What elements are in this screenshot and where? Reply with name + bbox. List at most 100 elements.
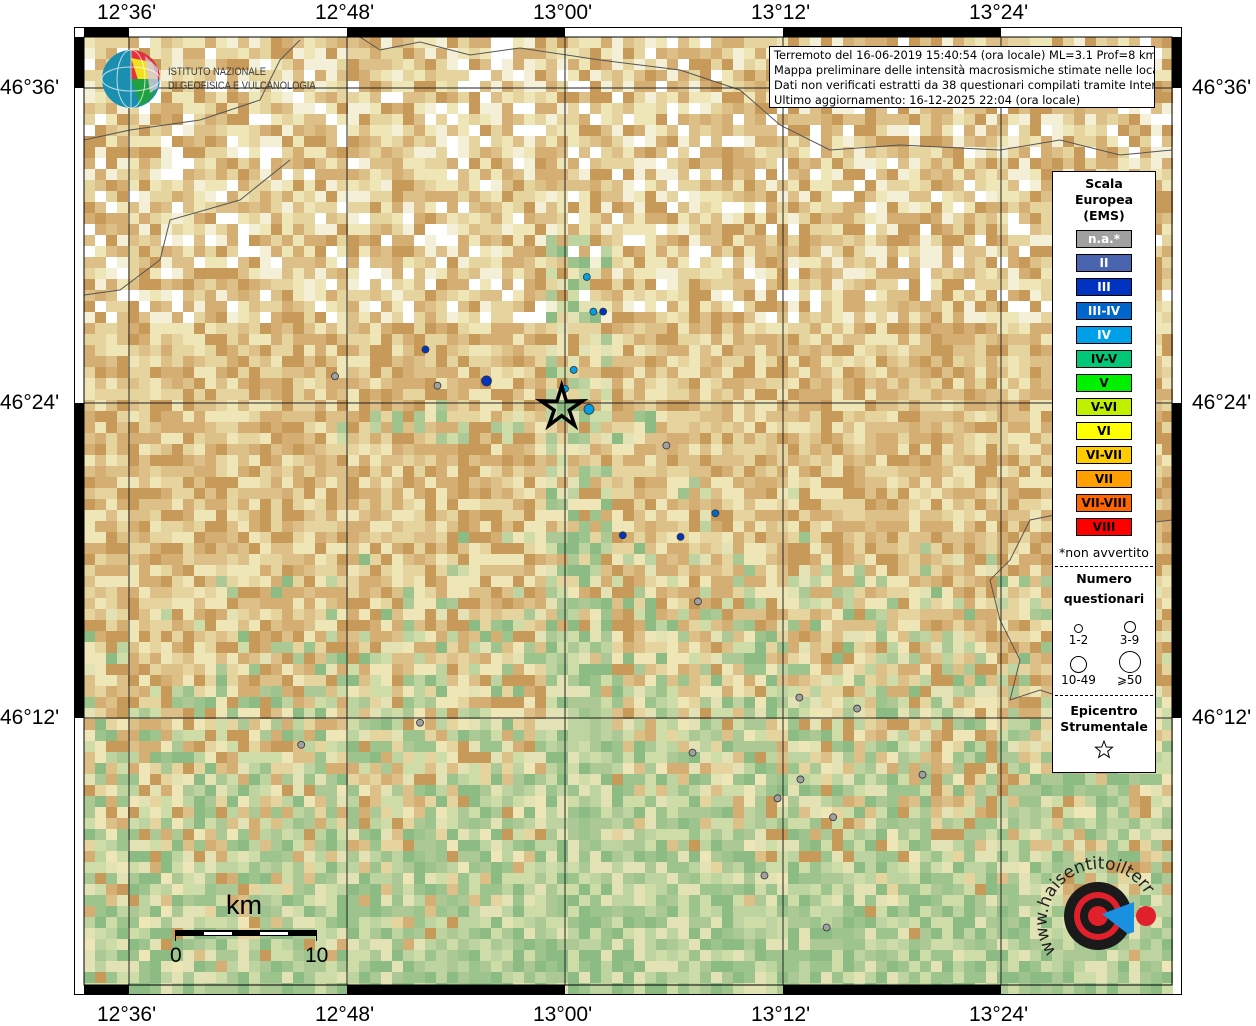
terrain-cell xyxy=(359,411,370,422)
terrain-cell xyxy=(403,70,414,81)
terrain-cell xyxy=(359,202,370,213)
terrain-cell xyxy=(909,180,920,191)
terrain-cell xyxy=(546,202,557,213)
terrain-cell xyxy=(271,312,282,323)
terrain-cell xyxy=(975,510,986,521)
terrain-cell xyxy=(282,334,293,345)
terrain-cell xyxy=(788,312,799,323)
terrain-cell xyxy=(293,433,304,444)
terrain-cell xyxy=(546,334,557,345)
terrain-cell xyxy=(634,532,645,543)
terrain-cell xyxy=(645,290,656,301)
terrain-cell xyxy=(161,114,172,125)
terrain-cell xyxy=(227,466,238,477)
terrain-cell xyxy=(425,158,436,169)
terrain-cell xyxy=(1041,334,1052,345)
terrain-cell xyxy=(733,169,744,180)
terrain-cell xyxy=(139,290,150,301)
terrain-cell xyxy=(381,433,392,444)
terrain-cell xyxy=(95,213,106,224)
terrain-cell xyxy=(964,400,975,411)
terrain-cell xyxy=(84,422,95,433)
terrain-cell xyxy=(216,587,227,598)
terrain-cell xyxy=(601,279,612,290)
terrain-cell xyxy=(128,356,139,367)
terrain-cell xyxy=(821,169,832,180)
terrain-cell xyxy=(843,268,854,279)
terrain-cell xyxy=(227,268,238,279)
terrain-cell xyxy=(623,312,634,323)
terrain-cell xyxy=(260,37,271,48)
terrain-cell xyxy=(634,488,645,499)
terrain-cell xyxy=(557,268,568,279)
terrain-cell xyxy=(271,378,282,389)
terrain-cell xyxy=(513,202,524,213)
terrain-cell xyxy=(95,114,106,125)
terrain-cell xyxy=(766,103,777,114)
terrain-cell xyxy=(535,356,546,367)
terrain-cell xyxy=(590,587,601,598)
terrain-cell xyxy=(337,587,348,598)
terrain-cell xyxy=(95,477,106,488)
terrain-cell xyxy=(1008,532,1019,543)
terrain-cell xyxy=(986,224,997,235)
terrain-cell xyxy=(513,235,524,246)
terrain-cell xyxy=(205,202,216,213)
terrain-cell xyxy=(898,37,909,48)
terrain-cell xyxy=(931,345,942,356)
terrain-cell xyxy=(271,257,282,268)
terrain-cell xyxy=(414,301,425,312)
terrain-cell xyxy=(546,191,557,202)
terrain-cell xyxy=(546,510,557,521)
terrain-cell xyxy=(524,180,535,191)
terrain-cell xyxy=(1085,136,1096,147)
terrain-cell xyxy=(304,158,315,169)
terrain-cell xyxy=(755,334,766,345)
terrain-cell xyxy=(260,158,271,169)
terrain-cell xyxy=(744,301,755,312)
terrain-cell xyxy=(238,345,249,356)
terrain-cell xyxy=(216,565,227,576)
terrain-cell xyxy=(766,499,777,510)
terrain-cell xyxy=(601,48,612,59)
terrain-cell xyxy=(634,378,645,389)
terrain-cell xyxy=(623,378,634,389)
terrain-cell xyxy=(755,246,766,257)
terrain-cell xyxy=(854,411,865,422)
terrain-cell xyxy=(271,433,282,444)
terrain-cell xyxy=(326,543,337,554)
terrain-cell xyxy=(579,389,590,400)
terrain-cell xyxy=(557,279,568,290)
terrain-cell xyxy=(161,92,172,103)
terrain-cell xyxy=(161,532,172,543)
terrain-cell xyxy=(722,323,733,334)
terrain-cell xyxy=(997,224,1008,235)
terrain-cell xyxy=(150,466,161,477)
terrain-cell xyxy=(172,477,183,488)
terrain-cell xyxy=(469,224,480,235)
terrain-cell xyxy=(623,246,634,257)
terrain-cell xyxy=(370,312,381,323)
terrain-cell xyxy=(711,191,722,202)
terrain-cell xyxy=(381,37,392,48)
terrain-cell xyxy=(832,279,843,290)
terrain-cell xyxy=(579,81,590,92)
terrain-cell xyxy=(997,290,1008,301)
terrain-cell xyxy=(293,345,304,356)
terrain-cell xyxy=(194,389,205,400)
terrain-cell xyxy=(546,48,557,59)
terrain-cell xyxy=(931,554,942,565)
terrain-cell xyxy=(337,37,348,48)
terrain-cell xyxy=(337,532,348,543)
terrain-cell xyxy=(942,455,953,466)
terrain-cell xyxy=(964,433,975,444)
terrain-cell xyxy=(271,576,282,587)
terrain-cell xyxy=(271,180,282,191)
terrain-cell xyxy=(755,367,766,378)
terrain-cell xyxy=(931,521,942,532)
terrain-cell xyxy=(832,169,843,180)
terrain-cell xyxy=(667,477,678,488)
terrain-cell xyxy=(755,136,766,147)
terrain-cell xyxy=(293,70,304,81)
terrain-cell xyxy=(183,48,194,59)
